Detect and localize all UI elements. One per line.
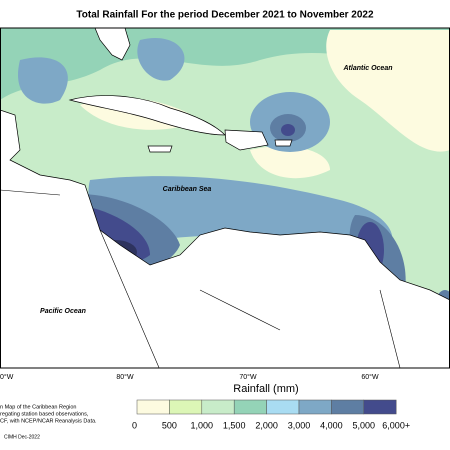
legend-swatch: [363, 399, 397, 415]
legend-swatch: [233, 399, 267, 415]
legend-label: 1,000: [191, 420, 214, 430]
title: Total Rainfall For the period December 2…: [76, 10, 374, 21]
legend-label: 0: [132, 420, 137, 430]
legend-swatch: [136, 399, 170, 415]
longitude-label: 60°W: [361, 373, 379, 381]
credit: CIMH Dec-2022: [4, 434, 40, 440]
legend-label: 500: [162, 420, 177, 430]
legend-swatch: [298, 399, 332, 415]
ocean-label: Pacific Ocean: [40, 308, 86, 315]
longitude-label: 0°W: [0, 373, 14, 381]
legend-swatch: [169, 399, 203, 415]
note-line: CF, with NCEP/NCAR Reanalysis Data.: [0, 418, 97, 424]
note-line: n Map of the Caribbean Region: [0, 404, 76, 410]
legend-label: 2,000: [255, 420, 278, 430]
legend-swatch: [201, 399, 235, 415]
longitude-label: 70°W: [239, 373, 257, 381]
sea-label: Caribbean Sea: [163, 186, 212, 193]
legend-label: 4,000: [320, 420, 343, 430]
legend: 0 500 1,000 1,500 2,000 3,000 4,000 5,000 6,000+: [132, 399, 410, 430]
ocean-label: Atlantic Ocean: [342, 65, 392, 72]
longitude-label: 80°W: [116, 373, 134, 381]
map: Atlantic Ocean Caribbean Sea Pacific Oce…: [0, 27, 450, 381]
legend-title: Rainfall (mm): [233, 383, 298, 395]
legend-label: 1,500: [223, 420, 246, 430]
legend-label: 6,000+: [382, 420, 410, 430]
legend-label: 3,000: [288, 420, 311, 430]
note-line: regating station based observations,: [0, 411, 89, 417]
legend-label: 5,000: [353, 420, 376, 430]
legend-swatch: [331, 399, 365, 415]
legend-swatch: [266, 399, 300, 415]
